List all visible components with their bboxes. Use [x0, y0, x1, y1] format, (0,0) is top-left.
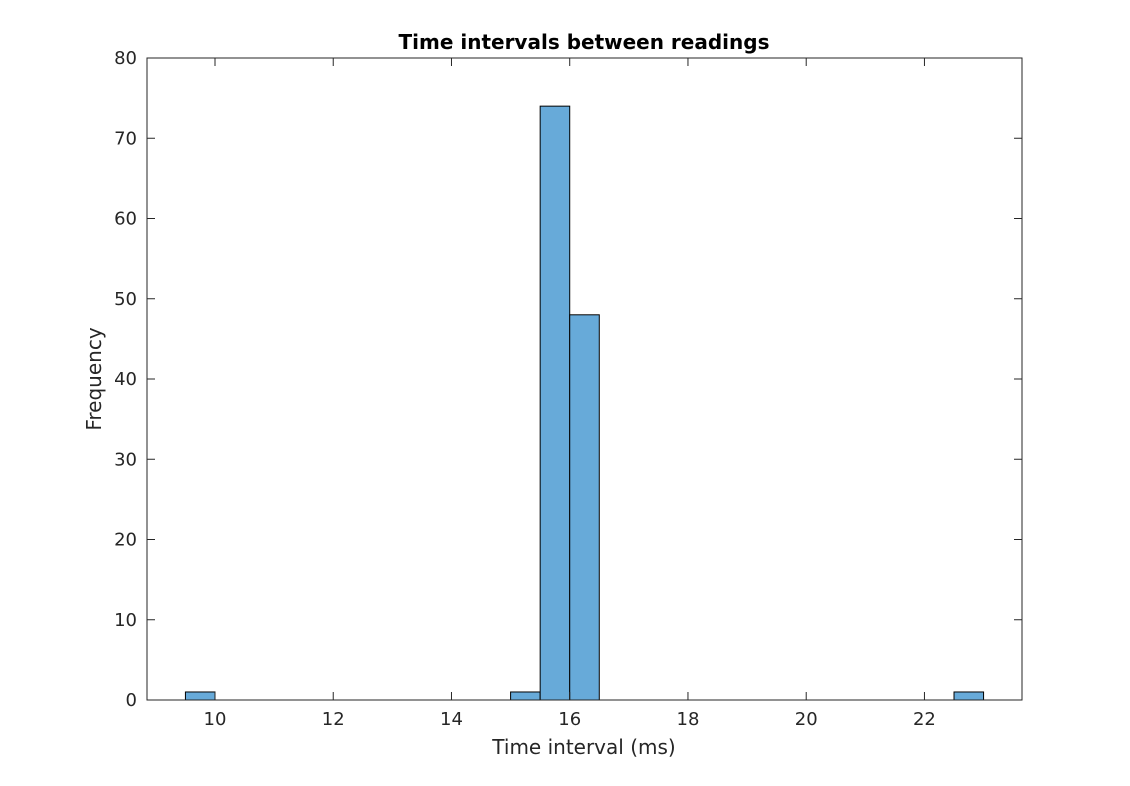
y-axis-label: Frequency: [82, 327, 106, 430]
histogram-bar-2: [539, 105, 571, 701]
x-tick-label: 16: [558, 709, 581, 730]
x-tick-label: 14: [440, 709, 463, 730]
y-tick-label: 80: [114, 48, 137, 69]
axis-tick-labels: 10 12 14 16 18 20 22 0 10 20 30 40 50 60 70 80: [114, 48, 936, 730]
histogram-bar-3: [569, 314, 600, 701]
y-tick-label: 70: [114, 128, 137, 149]
x-tick-label: 12: [322, 709, 345, 730]
y-tick-label: 30: [114, 449, 137, 470]
y-tick-label: 20: [114, 530, 137, 551]
x-tick-label: 22: [913, 709, 936, 730]
x-tick-label: 18: [677, 709, 700, 730]
histogram-bar-0: [184, 691, 216, 701]
x-tick-label: 10: [204, 709, 227, 730]
y-tick-label: 40: [114, 369, 137, 390]
histogram-bar-4: [953, 691, 985, 701]
axis-ticks: [147, 57, 1022, 701]
y-tick-label: 10: [114, 610, 137, 631]
y-tick-label: 60: [114, 209, 137, 230]
x-axis-label: Time interval (ms): [491, 735, 675, 759]
y-tick-label: 0: [126, 690, 137, 711]
histogram-bar-1: [510, 691, 541, 701]
y-tick-label: 50: [114, 289, 137, 310]
chart-title: Time intervals between readings: [398, 30, 769, 54]
histogram-bars: [184, 105, 985, 701]
x-tick-label: 20: [795, 709, 818, 730]
